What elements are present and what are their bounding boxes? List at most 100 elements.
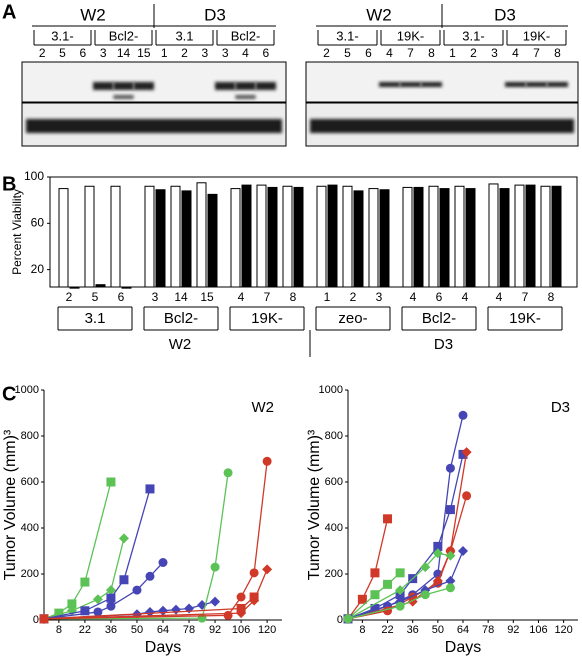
x-tick-label: 92	[507, 624, 519, 636]
blot-band	[379, 82, 400, 87]
blot-band	[113, 95, 134, 99]
marker	[67, 599, 77, 609]
x-tick-label: 8	[290, 290, 297, 304]
bar	[368, 188, 379, 288]
marker	[395, 601, 405, 611]
marker	[249, 568, 259, 578]
marker	[119, 575, 129, 585]
y-axis-label: Percent Viability	[10, 189, 24, 275]
blot-band	[235, 95, 256, 99]
marker	[210, 596, 221, 607]
x-tick-label: 4	[238, 290, 245, 304]
x-tick-label: 92	[209, 624, 221, 636]
x-tick-label: 7	[522, 290, 529, 304]
y-tick-label: 200	[325, 568, 343, 580]
lane-label: 3	[201, 46, 208, 60]
construct-label: 3.1	[175, 28, 193, 43]
y-axis-label: Tumor Volume (mm)³	[306, 429, 323, 580]
blot-band	[400, 82, 421, 87]
supergroup-label: D3	[434, 336, 453, 353]
lane-label: 8	[554, 46, 561, 60]
line	[43, 569, 268, 620]
cell-line-label: W2	[366, 5, 392, 24]
bar	[342, 185, 353, 288]
bar	[121, 286, 132, 289]
y-tick-label: 20	[31, 262, 45, 276]
marker	[197, 613, 207, 623]
blot-band	[215, 82, 236, 90]
x-tick-label: 50	[432, 624, 444, 636]
construct-label: 19K-	[397, 28, 424, 43]
marker	[370, 604, 380, 613]
bar	[207, 193, 218, 288]
x-tick-label: 36	[105, 624, 117, 636]
blot-band	[505, 82, 526, 87]
blot-band	[133, 82, 154, 90]
blot-band	[93, 82, 114, 90]
y-tick-label: 600	[21, 476, 39, 488]
marker	[132, 585, 142, 595]
marker	[445, 575, 456, 586]
blot-band	[310, 119, 574, 133]
marker	[80, 577, 90, 587]
cell-line-label: W2	[80, 5, 106, 24]
x-tick-label: 78	[183, 624, 195, 636]
panel-label: C	[2, 383, 16, 405]
lane-label: 6	[79, 46, 86, 60]
marker	[92, 594, 103, 605]
marker	[395, 568, 405, 578]
construct-label: 3.1-	[462, 28, 484, 43]
y-tick-label: 600	[325, 476, 343, 488]
x-tick-label: 5	[92, 290, 99, 304]
marker	[383, 606, 393, 616]
bar	[267, 186, 278, 288]
y-tick-label: 60	[31, 215, 45, 229]
construct-label: 3.1-	[51, 28, 73, 43]
bar	[170, 185, 181, 288]
x-tick-label: 50	[131, 624, 143, 636]
x-tick-label: 4	[410, 290, 417, 304]
marker	[383, 514, 393, 524]
marker	[158, 558, 168, 567]
x-tick-label: 2	[66, 290, 73, 304]
x-tick-label: 78	[482, 624, 494, 636]
marker	[370, 590, 380, 600]
bar	[514, 184, 525, 288]
x-tick-label: 22	[79, 624, 91, 636]
marker	[210, 562, 220, 572]
group-label: Bcl2-	[164, 310, 198, 327]
bar	[155, 189, 166, 288]
x-tick-label: 22	[381, 624, 393, 636]
marker	[433, 541, 443, 551]
lane-label: 15	[137, 46, 151, 60]
blot-band	[421, 82, 442, 87]
lane-label: 2	[181, 46, 188, 60]
construct-label: 19K-	[523, 28, 550, 43]
marker	[395, 585, 406, 596]
bar	[428, 185, 439, 288]
line	[43, 472, 229, 620]
marker	[105, 585, 116, 596]
x-tick-label: 8	[56, 624, 62, 636]
marker	[106, 477, 116, 487]
x-tick-label: 4	[496, 290, 503, 304]
marker	[39, 614, 49, 624]
blot-band	[113, 82, 134, 90]
marker	[262, 564, 273, 575]
x-tick-label: 3	[152, 290, 159, 304]
cell-line-label: D3	[494, 5, 516, 24]
x-tick-label: 3	[376, 290, 383, 304]
lane-label: 2	[323, 46, 330, 60]
construct-label: 3.1-	[336, 28, 358, 43]
blot-band	[255, 82, 276, 90]
blot-band	[26, 119, 282, 133]
bar	[241, 184, 252, 288]
group-label: 3.1	[85, 310, 106, 327]
lane-label: 4	[512, 46, 519, 60]
lane-label: 1	[449, 46, 456, 60]
marker	[145, 571, 155, 581]
marker	[106, 601, 116, 611]
x-tick-label: 6	[436, 290, 443, 304]
marker	[383, 579, 393, 589]
marker	[343, 614, 353, 624]
